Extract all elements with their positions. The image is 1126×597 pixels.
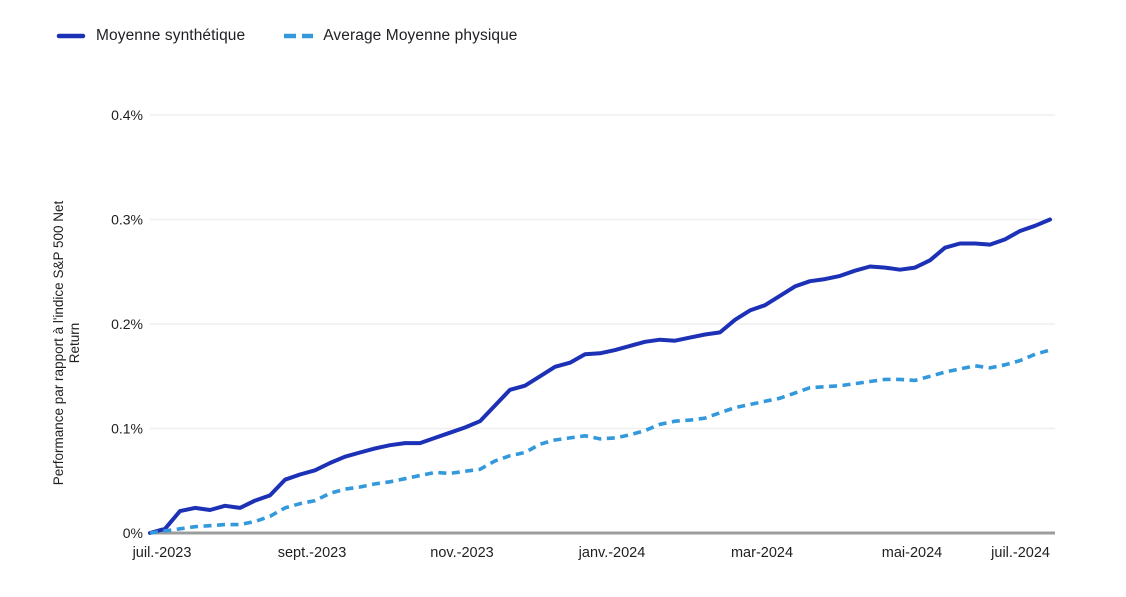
y-axis-title: Performance par rapport à l'indice S&P 5…	[51, 201, 82, 486]
x-tick-label: nov.-2023	[430, 545, 493, 561]
solid-line-swatch-icon	[56, 33, 86, 39]
legend-item-average-moyenne-physique[interactable]: Average Moyenne physique	[283, 27, 517, 45]
x-tick-label: juil.-2024	[990, 545, 1050, 561]
x-tick-label: juil.-2023	[132, 545, 192, 561]
x-tick-label: mar-2024	[731, 545, 793, 561]
legend-label-synthetique: Moyenne synthétique	[96, 27, 246, 44]
y-tick-label: 0.4%	[111, 107, 143, 123]
x-tick-label: sept.-2023	[278, 545, 347, 561]
legend-item-moyenne-synthetique[interactable]: Moyenne synthétique	[56, 27, 245, 45]
y-tick-label: 0%	[123, 525, 143, 541]
x-tick-label: mai-2024	[882, 545, 942, 561]
chart-legend: Moyenne synthétique Average Moyenne phys…	[56, 27, 518, 45]
y-tick-label: 0.3%	[111, 212, 143, 228]
y-tick-label: 0.2%	[111, 316, 143, 332]
x-tick-label: janv.-2024	[578, 545, 646, 561]
dashed-line-swatch-icon	[284, 33, 314, 39]
series-line-physique	[149, 348, 1051, 535]
y-tick-label: 0.1%	[111, 421, 143, 437]
legend-label-physique: Average Moyenne physique	[323, 27, 518, 44]
series-line-synthetique	[148, 217, 1052, 535]
